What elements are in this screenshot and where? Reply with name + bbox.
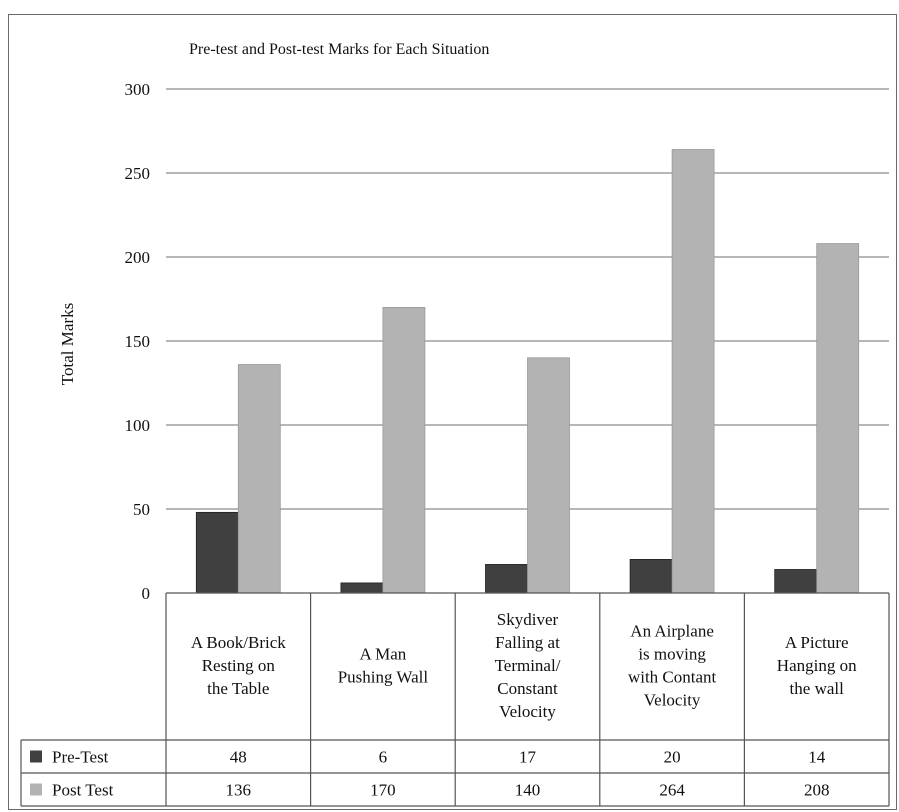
category-label: Skydiver Falling at Terminal/Constant Veloc… (495, 610, 561, 721)
table-value: 6 (379, 748, 388, 767)
y-tick-label: 0 (142, 584, 151, 603)
chart-title: Pre-test and Post-test Marks for Each Si… (189, 41, 489, 58)
table-value: 264 (659, 781, 685, 800)
table-value: 14 (808, 748, 826, 767)
data-table: A Book/Brick Resting on the Table A Man Push… (20, 592, 890, 807)
legend-swatch (30, 783, 42, 796)
table-value: 170 (370, 781, 396, 800)
bar-post-test (671, 149, 715, 594)
table-value: 20 (664, 748, 681, 767)
table-value: 136 (226, 781, 252, 800)
y-tick-label: 200 (125, 248, 151, 267)
legend-swatch (30, 750, 42, 763)
bar-post-test (237, 364, 281, 594)
y-axis-label: Total Marks (58, 303, 77, 385)
table-value: 208 (804, 781, 830, 800)
bar-post-test (816, 243, 860, 594)
category-label: A Picture Hanging on the wall (777, 633, 857, 698)
bar-pre-test (340, 582, 384, 594)
bar-post-test (382, 306, 426, 594)
y-tick-label: 300 (125, 80, 151, 99)
legend-label: Post Test (52, 781, 114, 800)
y-tick-label: 50 (133, 500, 150, 519)
table-value: 48 (230, 748, 247, 767)
bar-pre-test (774, 569, 818, 594)
category-label: An Airplane is moving with Contant Velocity (628, 622, 717, 710)
table-value: 140 (515, 781, 541, 800)
y-tick-label: 250 (125, 164, 151, 183)
y-tick-label: 100 (125, 416, 151, 435)
bar-pre-test (629, 559, 673, 594)
y-tick-label: 150 (125, 332, 151, 351)
y-axis-ticks: 0 50 100 150 200 250 300 (125, 80, 151, 603)
chart-frame (8, 14, 897, 810)
category-label: A Man Pushing Wall (338, 645, 429, 687)
category-label: A Book/Brick Resting on the Table (191, 633, 286, 698)
bar-pre-test (485, 564, 528, 594)
gridlines (166, 88, 889, 510)
table-value: 17 (519, 748, 537, 767)
bar-pre-test (195, 511, 239, 594)
bar-post-test (527, 357, 570, 594)
bars (195, 149, 860, 594)
legend-label: Pre-Test (52, 748, 109, 767)
